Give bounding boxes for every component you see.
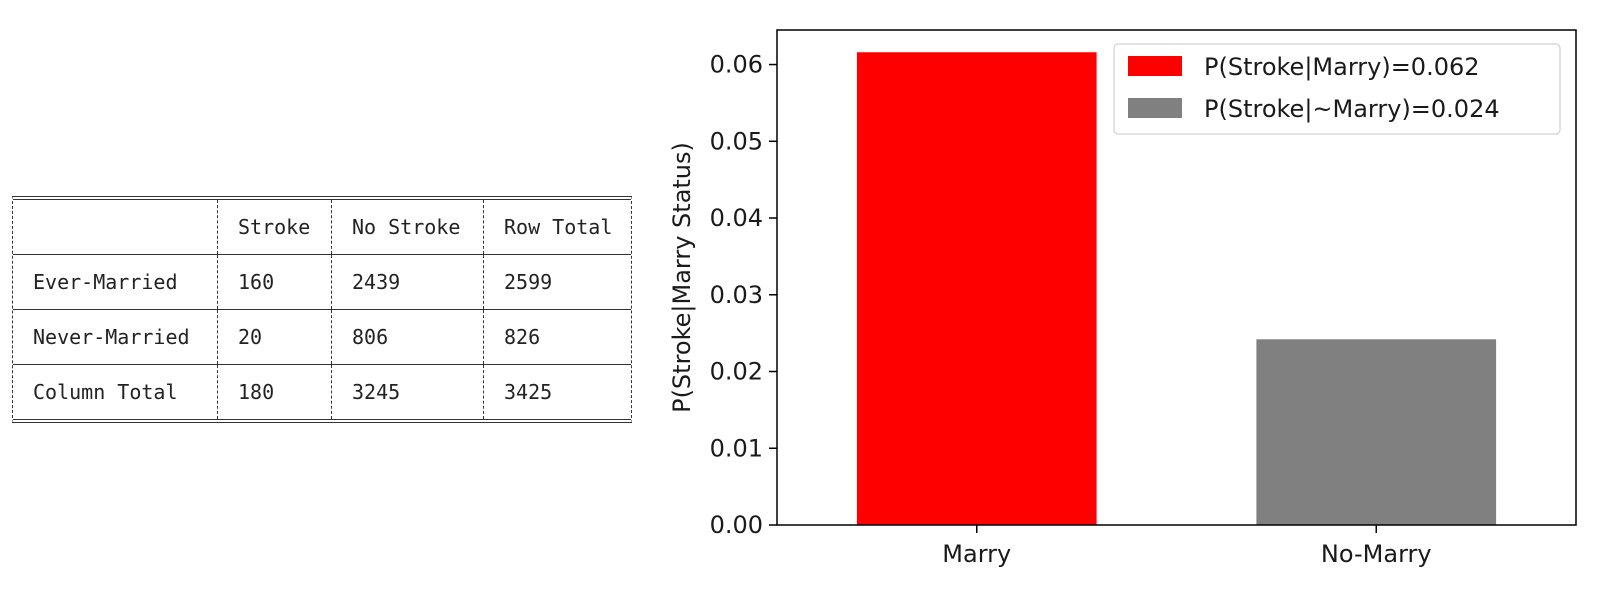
bar-marry (856, 52, 1097, 526)
table-header-row: Stroke No Stroke Row Total (13, 200, 631, 255)
bar-group (856, 52, 1497, 526)
axes-frame (776, 29, 1577, 526)
y-tick-label: 0.04 (710, 204, 763, 232)
table-cell: 180 (217, 365, 331, 419)
x-axis: Marry No-Marry (942, 525, 1432, 568)
table-header-cell: Row Total (483, 200, 631, 254)
table-cell: 20 (217, 310, 331, 364)
legend-swatch (1128, 56, 1182, 76)
legend-box (1113, 43, 1561, 135)
table-cell: 3245 (331, 365, 483, 419)
table-row: Ever-Married 160 2439 2599 (13, 255, 631, 310)
contingency-table: Stroke No Stroke Row Total Ever-Married … (12, 196, 632, 423)
table-cell: 826 (483, 310, 631, 364)
legend-label: P(Stroke|Marry)=0.062 (1204, 53, 1480, 81)
table-header-cell: Stroke (217, 200, 331, 254)
table-cell: 160 (217, 255, 331, 309)
table-cell: 3425 (483, 365, 631, 419)
y-tick-label: 0.00 (710, 511, 763, 539)
row-label: Ever-Married (33, 270, 178, 294)
table-cell: 2439 (331, 255, 483, 309)
table-header-cell: No Stroke (331, 200, 483, 254)
table-row: Never-Married 20 806 826 (13, 310, 631, 365)
y-tick-label: 0.06 (710, 51, 763, 79)
x-tick-label: Marry (942, 540, 1011, 568)
y-tick-label: 0.02 (710, 358, 763, 386)
row-label: Never-Married (33, 325, 190, 349)
table-cell: 806 (331, 310, 483, 364)
y-tick-label: 0.05 (710, 127, 763, 155)
legend: P(Stroke|Marry)=0.062 P(Stroke|~Marry)=0.… (1113, 43, 1561, 135)
legend-label: P(Stroke|~Marry)=0.024 (1204, 95, 1500, 123)
y-axis-label: P(Stroke|Marry Status) (668, 142, 696, 413)
bar-no-marry (1256, 339, 1497, 525)
y-axis: 0.00 0.01 0.02 0.03 0.04 0.05 0.06 (710, 51, 777, 539)
legend-swatch (1128, 98, 1182, 118)
table-cell: 2599 (483, 255, 631, 309)
table-row: Column Total 180 3245 3425 (13, 365, 631, 419)
y-tick-label: 0.01 (710, 434, 763, 462)
row-label: Column Total (33, 380, 178, 404)
x-tick-label: No-Marry (1321, 540, 1432, 568)
y-tick-label: 0.03 (710, 281, 763, 309)
